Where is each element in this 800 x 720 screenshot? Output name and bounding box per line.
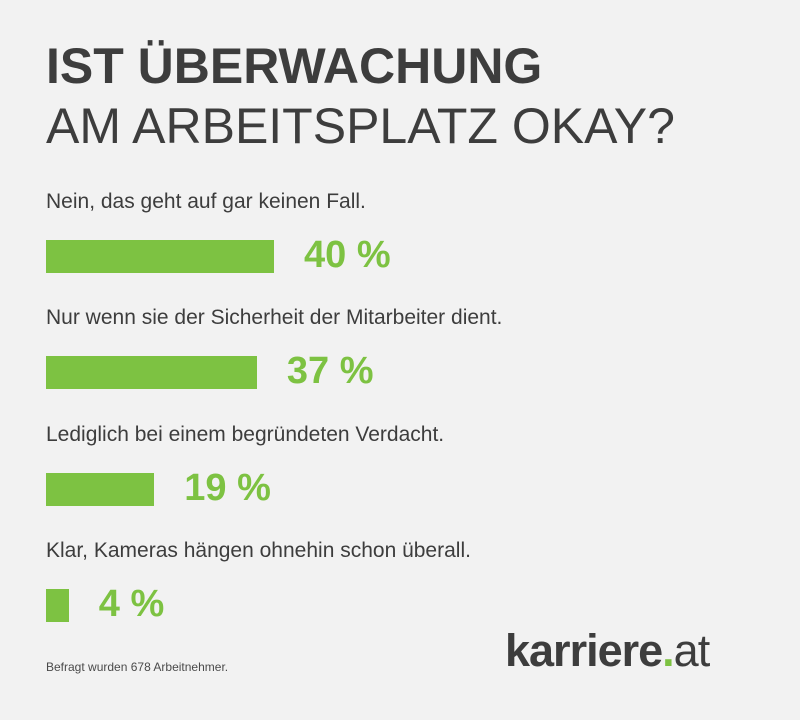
title-line-2: AM ARBEITSPLATZ OKAY? <box>46 98 675 154</box>
title-line-1: IST ÜBERWACHUNG <box>46 38 543 94</box>
logo-tld: at <box>673 625 711 676</box>
bar <box>46 473 155 506</box>
value-label: 37 % <box>286 350 374 392</box>
footnote: Befragt wurden 678 Arbeitnehmer. <box>46 660 229 674</box>
karriere-logo: karriere.at <box>505 625 711 677</box>
logo-name: karriere <box>505 625 663 676</box>
bar-row: Lediglich bei einem begründeten Verdacht… <box>46 421 746 521</box>
category-label: Nur wenn sie der Sicherheit der Mitarbei… <box>46 306 503 329</box>
logo-dot: . <box>662 625 674 676</box>
value-label: 19 % <box>184 467 271 509</box>
bar <box>46 240 274 273</box>
category-label: Lediglich bei einem begründeten Verdacht… <box>46 423 445 446</box>
bar <box>46 356 257 389</box>
bar-row: Klar, Kameras hängen ohnehin schon übera… <box>46 537 746 637</box>
value-label: 40 % <box>304 234 391 276</box>
bar-row: Nur wenn sie der Sicherheit der Mitarbei… <box>46 304 746 404</box>
bar-row: Nein, das geht auf gar keinen Fall. 40 % <box>46 188 746 288</box>
category-label: Klar, Kameras hängen ohnehin schon übera… <box>46 539 471 562</box>
value-label: 4 % <box>98 583 165 625</box>
bar <box>46 589 69 622</box>
category-label: Nein, das geht auf gar keinen Fall. <box>46 190 366 213</box>
